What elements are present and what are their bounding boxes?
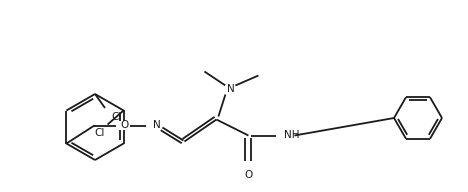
Text: N: N [227, 84, 234, 94]
Text: Cl: Cl [94, 128, 104, 138]
Bar [243, 163, 253, 172]
Text: O: O [244, 170, 253, 180]
Text: N: N [153, 121, 161, 131]
Text: O: O [120, 121, 129, 131]
Bar [277, 131, 292, 140]
Bar [119, 121, 130, 130]
Text: Cl: Cl [111, 112, 121, 122]
Bar [226, 85, 235, 94]
Bar [152, 121, 161, 130]
Text: NH: NH [285, 131, 300, 141]
